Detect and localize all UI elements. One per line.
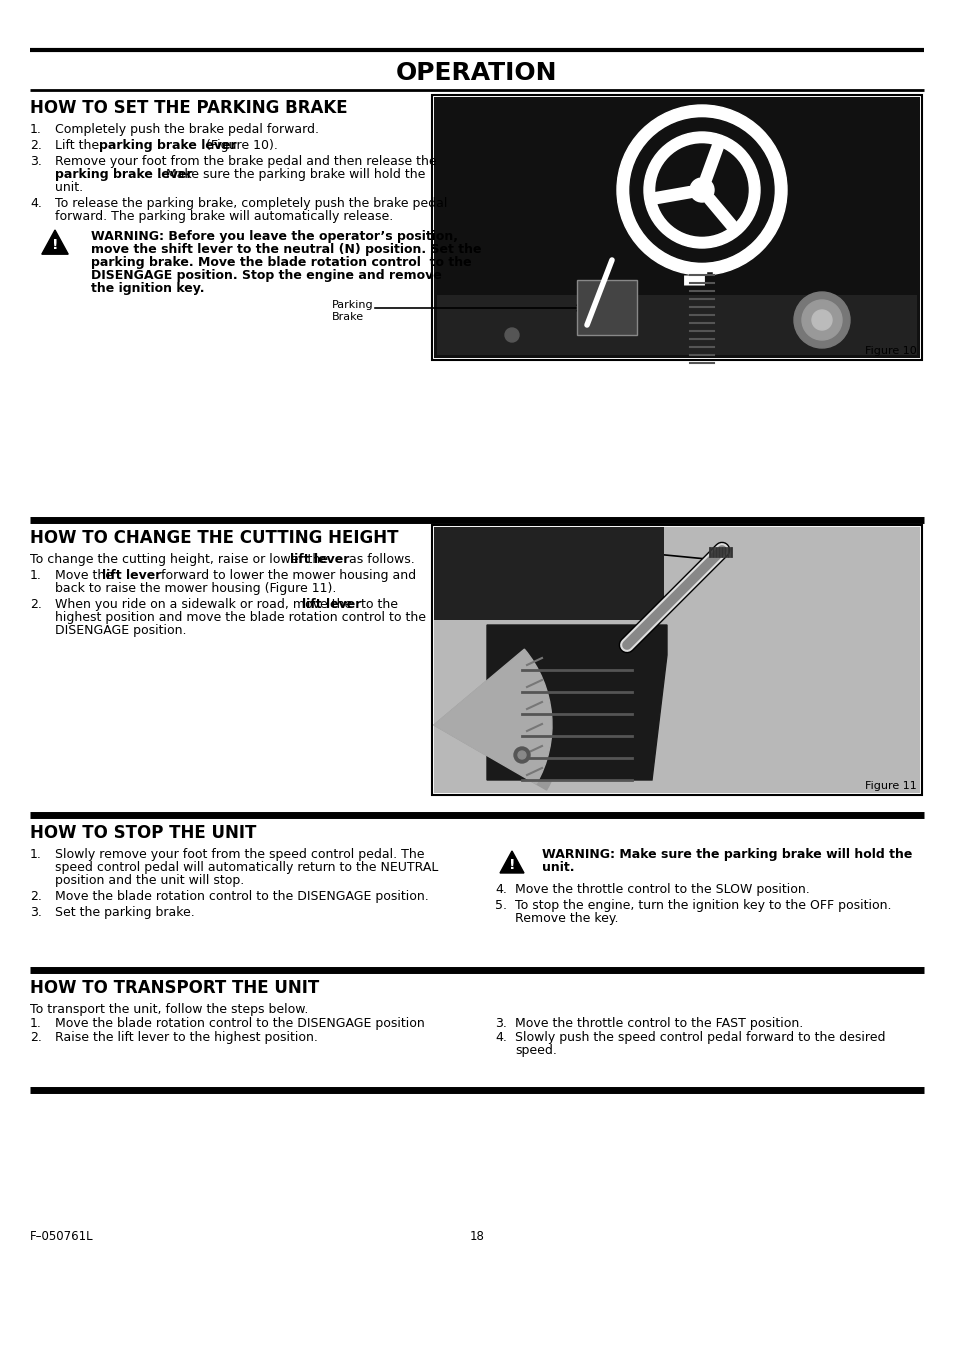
- Text: HOW TO STOP THE UNIT: HOW TO STOP THE UNIT: [30, 824, 256, 842]
- Text: . Make sure the parking brake will hold the: . Make sure the parking brake will hold …: [158, 169, 425, 181]
- Text: !: !: [508, 858, 515, 871]
- Circle shape: [514, 747, 530, 764]
- Circle shape: [656, 144, 747, 236]
- Bar: [434, 527, 919, 793]
- Text: speed control pedal will automatically return to the NEUTRAL: speed control pedal will automatically r…: [55, 861, 438, 874]
- Text: Slowly push the speed control pedal forward to the desired: Slowly push the speed control pedal forw…: [515, 1031, 884, 1044]
- Bar: [434, 527, 663, 621]
- Circle shape: [689, 178, 713, 202]
- Text: the ignition key.: the ignition key.: [91, 282, 204, 295]
- Text: Figure 10: Figure 10: [864, 345, 916, 356]
- Text: 3.: 3.: [30, 155, 42, 169]
- Text: to the: to the: [356, 598, 397, 611]
- Text: 3.: 3.: [30, 907, 42, 919]
- Wedge shape: [434, 649, 552, 784]
- Text: 2.: 2.: [30, 890, 42, 902]
- Text: forward to lower the mower housing and: forward to lower the mower housing and: [157, 569, 416, 581]
- Text: 2.: 2.: [30, 598, 42, 611]
- Text: Remove your foot from the brake pedal and then release the: Remove your foot from the brake pedal an…: [55, 155, 436, 169]
- Polygon shape: [486, 625, 666, 780]
- Bar: [577, 281, 637, 335]
- Text: highest position and move the blade rotation control to the: highest position and move the blade rota…: [55, 611, 426, 625]
- Bar: [432, 525, 921, 795]
- Text: 4.: 4.: [495, 1031, 506, 1044]
- Text: HOW TO SET THE PARKING BRAKE: HOW TO SET THE PARKING BRAKE: [30, 98, 347, 117]
- Text: speed.: speed.: [515, 1044, 557, 1058]
- Text: 18: 18: [469, 1230, 484, 1242]
- Text: Figure 11: Figure 11: [864, 781, 916, 791]
- Text: (Figure 10).: (Figure 10).: [202, 139, 277, 152]
- Text: lift lever: lift lever: [290, 553, 349, 567]
- Text: Move the blade rotation control to the DISENGAGE position: Move the blade rotation control to the D…: [55, 1017, 424, 1031]
- Text: OPERATION: OPERATION: [395, 61, 558, 85]
- Text: DISENGAGE position.: DISENGAGE position.: [55, 625, 186, 637]
- Text: 2.: 2.: [30, 1031, 42, 1044]
- Text: 1.: 1.: [30, 1017, 42, 1031]
- Bar: [434, 97, 919, 357]
- Bar: [436, 295, 916, 355]
- Circle shape: [643, 132, 760, 248]
- Text: F–050761L: F–050761L: [30, 1230, 93, 1242]
- Text: DISENGAGE position. Stop the engine and remove: DISENGAGE position. Stop the engine and …: [91, 268, 441, 282]
- Text: Parking: Parking: [332, 299, 374, 310]
- Text: Set the parking brake.: Set the parking brake.: [55, 907, 194, 919]
- Text: Remove the key.: Remove the key.: [515, 912, 618, 925]
- Text: parking brake. Move the blade rotation control  to the: parking brake. Move the blade rotation c…: [91, 256, 471, 268]
- Text: 2.: 2.: [30, 139, 42, 152]
- Text: 1.: 1.: [30, 569, 42, 581]
- Text: forward. The parking brake will automatically release.: forward. The parking brake will automati…: [55, 210, 393, 223]
- Text: back to raise the mower housing (Figure 11).: back to raise the mower housing (Figure …: [55, 581, 336, 595]
- Circle shape: [617, 105, 786, 275]
- Circle shape: [801, 299, 841, 340]
- Text: When you ride on a sidewalk or road, move the: When you ride on a sidewalk or road, mov…: [55, 598, 355, 611]
- Text: WARNING: Make sure the parking brake will hold the: WARNING: Make sure the parking brake wil…: [541, 849, 911, 861]
- Text: unit.: unit.: [541, 861, 574, 874]
- Text: Slowly remove your foot from the speed control pedal. The: Slowly remove your foot from the speed c…: [55, 849, 424, 861]
- Text: 1.: 1.: [30, 123, 42, 136]
- Text: Brake: Brake: [332, 312, 364, 322]
- Text: Move the: Move the: [55, 569, 117, 581]
- Polygon shape: [42, 229, 68, 254]
- Text: lift lever: lift lever: [102, 569, 161, 581]
- Text: Lift the: Lift the: [55, 139, 103, 152]
- Text: position and the unit will stop.: position and the unit will stop.: [55, 874, 244, 888]
- Text: 4.: 4.: [495, 884, 506, 896]
- Bar: [432, 94, 921, 360]
- Circle shape: [793, 291, 849, 348]
- Polygon shape: [499, 851, 523, 873]
- Text: Move the blade rotation control to the DISENGAGE position.: Move the blade rotation control to the D…: [55, 890, 428, 902]
- Text: Move the throttle control to the FAST position.: Move the throttle control to the FAST po…: [515, 1017, 802, 1031]
- Text: 1.: 1.: [30, 849, 42, 861]
- Text: as follows.: as follows.: [345, 553, 415, 567]
- Circle shape: [504, 328, 518, 343]
- Text: Move the throttle control to the SLOW position.: Move the throttle control to the SLOW po…: [515, 884, 809, 896]
- Text: parking brake lever: parking brake lever: [55, 169, 193, 181]
- Text: HOW TO CHANGE THE CUTTING HEIGHT: HOW TO CHANGE THE CUTTING HEIGHT: [30, 529, 398, 546]
- Text: To transport the unit, follow the steps below.: To transport the unit, follow the steps …: [30, 1004, 308, 1016]
- Text: 3.: 3.: [495, 1017, 506, 1031]
- Text: WARNING: Before you leave the operator’s position,: WARNING: Before you leave the operator’s…: [91, 229, 457, 243]
- Text: Completely push the brake pedal forward.: Completely push the brake pedal forward.: [55, 123, 318, 136]
- Text: To release the parking brake, completely push the brake pedal: To release the parking brake, completely…: [55, 197, 447, 210]
- Text: Raise the lift lever to the highest position.: Raise the lift lever to the highest posi…: [55, 1031, 317, 1044]
- Text: unit.: unit.: [55, 181, 83, 194]
- Text: 5.: 5.: [495, 898, 506, 912]
- Wedge shape: [434, 641, 563, 791]
- Circle shape: [517, 751, 525, 759]
- Text: HOW TO TRANSPORT THE UNIT: HOW TO TRANSPORT THE UNIT: [30, 979, 319, 997]
- Text: move the shift lever to the neutral (N) position. Set the: move the shift lever to the neutral (N) …: [91, 243, 481, 256]
- Text: 4.: 4.: [30, 197, 42, 210]
- Text: lift lever: lift lever: [302, 598, 361, 611]
- Circle shape: [629, 117, 773, 262]
- Circle shape: [811, 310, 831, 331]
- Text: To stop the engine, turn the ignition key to the OFF position.: To stop the engine, turn the ignition ke…: [515, 898, 890, 912]
- Text: parking brake lever: parking brake lever: [99, 139, 236, 152]
- Text: To change the cutting height, raise or lower the: To change the cutting height, raise or l…: [30, 553, 332, 567]
- Text: !: !: [51, 239, 58, 252]
- Text: Lift Lever: Lift Lever: [561, 540, 617, 553]
